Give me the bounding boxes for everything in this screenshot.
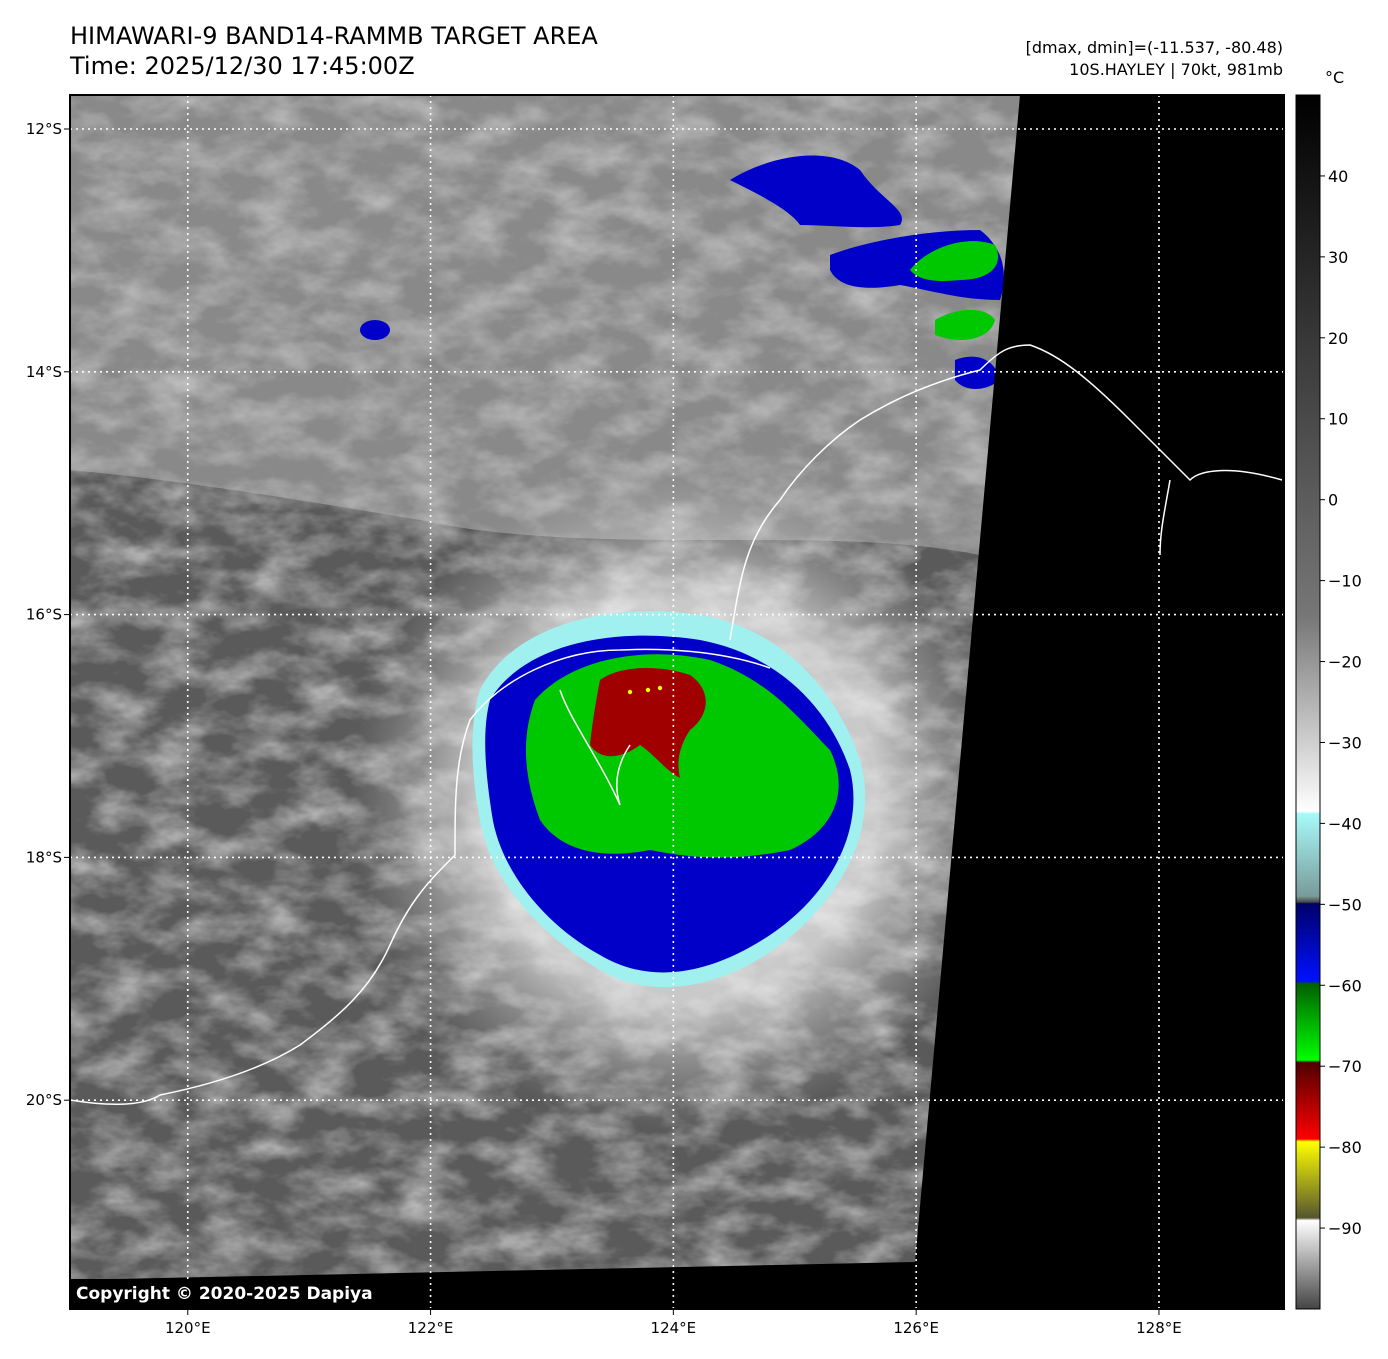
cyclone-red-core	[590, 668, 706, 778]
lat-tick-label: 12°S	[26, 120, 62, 138]
lon-tick-label: 120°E	[165, 1319, 211, 1337]
ne-convection-green-2	[935, 309, 995, 340]
title-time: Time: 2025/12/30 17:45:00Z	[70, 52, 415, 80]
gridlines	[70, 95, 1284, 1309]
small-convection-blue	[360, 320, 390, 340]
lat-tick-label: 16°S	[26, 606, 62, 624]
colorbar-tick-label: −20	[1328, 653, 1362, 672]
colorbar-tick-label: −10	[1328, 572, 1362, 591]
colorbar-tick-label: −80	[1328, 1138, 1362, 1157]
colorbar-tick-label: 0	[1328, 491, 1338, 510]
colorbar	[1295, 94, 1321, 1310]
lon-tick-label: 128°E	[1136, 1319, 1182, 1337]
ne-convection-blue-1	[730, 155, 902, 228]
axis-ticks: 120°E 122°E 124°E 126°E 128°E 12°S 14°S 16°S 18°…	[26, 120, 1182, 1337]
coastline-kimberley	[70, 648, 771, 1105]
title-line1: HIMAWARI-9 BAND14-RAMMB TARGET AREA	[70, 22, 598, 50]
lon-tick-label: 126°E	[893, 1319, 939, 1337]
colorbar-tick-label: −30	[1328, 733, 1362, 752]
coldest-pixel-2	[645, 687, 651, 693]
coastline-bay	[1159, 479, 1171, 556]
colorbar-tick-label: −90	[1328, 1219, 1362, 1238]
lat-tick-label: 18°S	[26, 848, 62, 866]
northern-cloud-field	[70, 95, 1020, 560]
colorbar-tick-label: −70	[1328, 1057, 1362, 1076]
ne-convection-green-1	[910, 241, 999, 281]
colorbar-ticks: 40 30 20 10 0 −10 −20 −30 −40 −50 −60 −70 −80 −90	[1320, 167, 1362, 1238]
map-area	[70, 95, 1284, 1309]
coldest-pixel-1	[627, 689, 633, 695]
lat-tick-label: 20°S	[26, 1091, 62, 1109]
colorbar-tick-label: −40	[1328, 814, 1362, 833]
storm-info-label: 10S.HAYLEY | 70kt, 981mb	[1069, 60, 1283, 79]
coastline-north	[729, 344, 1283, 641]
colorbar-tick-label: −60	[1328, 976, 1362, 995]
colorbar-tick-label: 20	[1328, 329, 1348, 348]
colorbar-tick-label: −50	[1328, 895, 1362, 914]
out-of-scan-area	[70, 95, 1284, 1309]
copyright-label: Copyright © 2020-2025 Dapiya	[70, 1279, 410, 1309]
colorbar-tick-label: 40	[1328, 167, 1348, 186]
ne-convection-blue-3	[955, 356, 1000, 389]
coastline-king-sound	[559, 689, 631, 806]
lon-tick-label: 124°E	[651, 1319, 697, 1337]
colorbar-tick-label: 10	[1328, 410, 1348, 429]
coldest-pixel-3	[657, 685, 663, 691]
map-frame	[69, 94, 1285, 1310]
lat-tick-label: 14°S	[26, 363, 62, 381]
lon-tick-label: 122°E	[408, 1319, 454, 1337]
colorbar-unit-label: °C	[1325, 68, 1345, 87]
colorbar-tick-label: 30	[1328, 248, 1348, 267]
dmax-dmin-label: [dmax, dmin]=(-11.537, -80.48)	[1025, 38, 1283, 57]
